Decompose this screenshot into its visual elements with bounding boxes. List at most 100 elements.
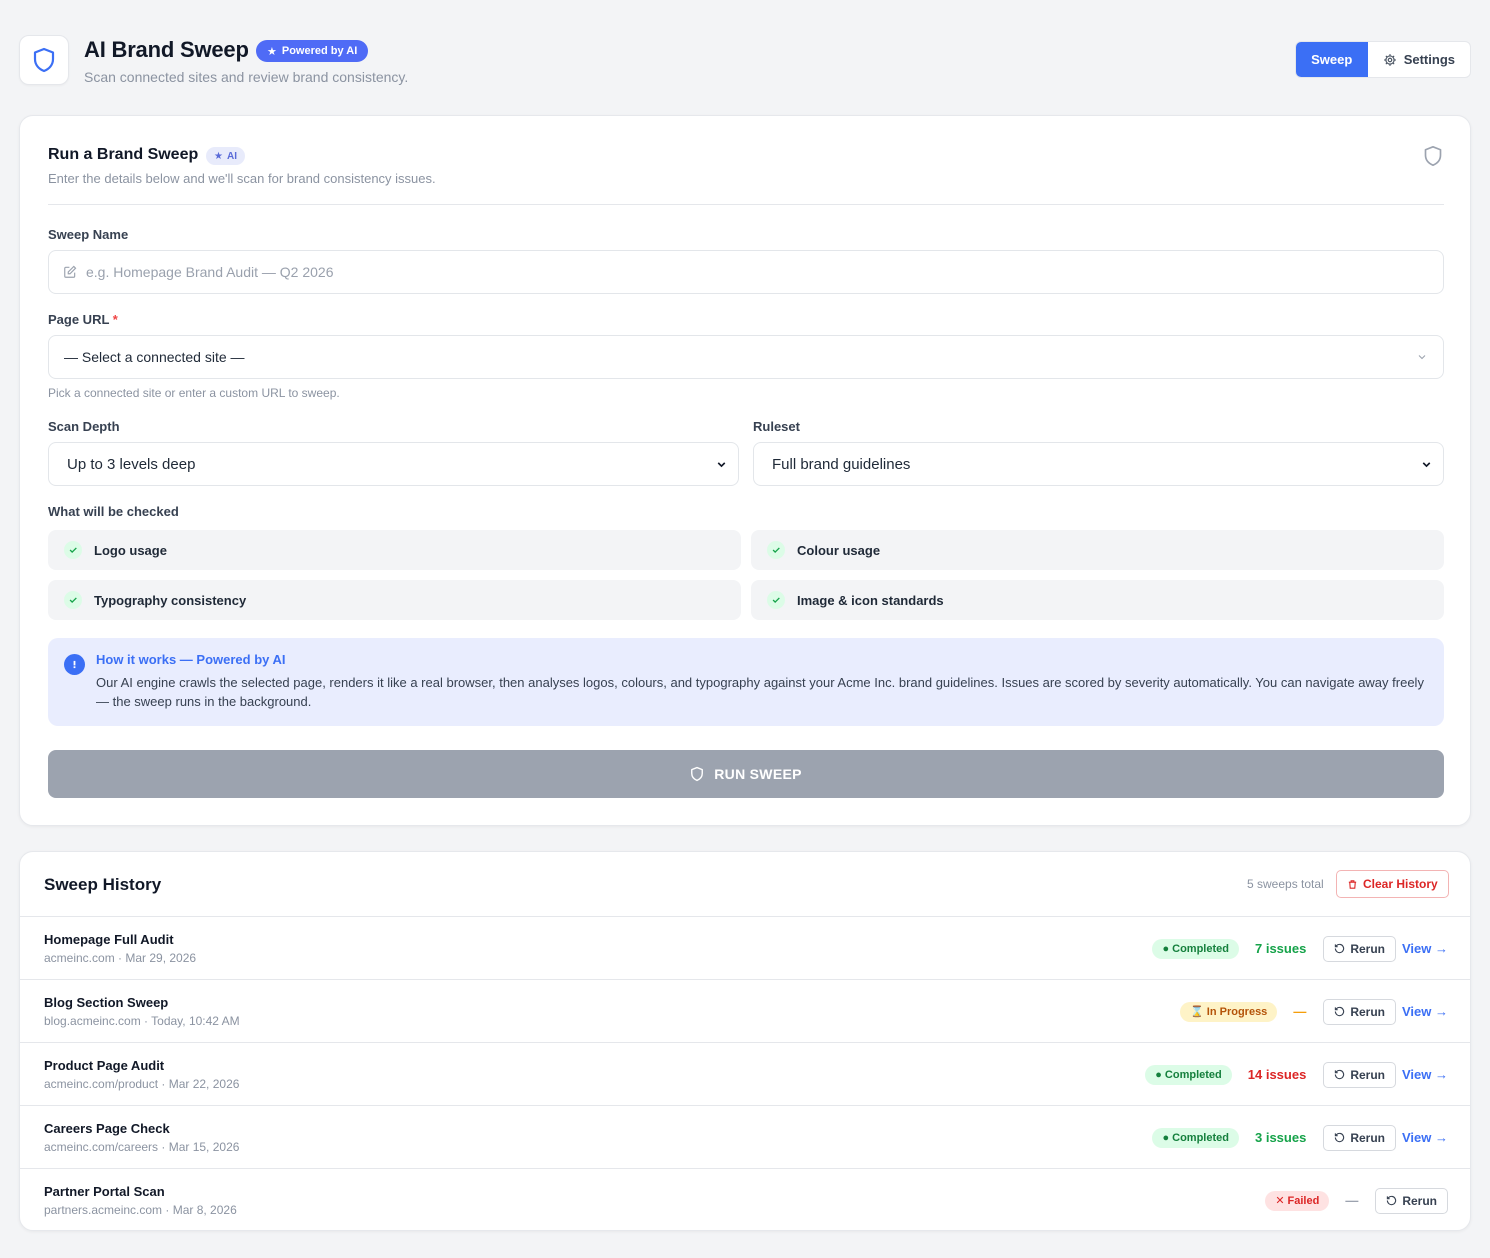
refresh-icon — [1334, 1132, 1345, 1143]
view-tabs: Sweep Settings — [1294, 41, 1471, 78]
tab-settings[interactable]: Settings — [1368, 42, 1470, 77]
ai-badge: ★ AI — [206, 147, 245, 165]
issue-count: — — [1345, 1193, 1359, 1208]
view-link[interactable]: View → — [1401, 1130, 1448, 1145]
status-label: Completed — [1164, 1068, 1222, 1081]
x-icon: ✕ — [1275, 1195, 1285, 1207]
status-badge: ● Completed — [1152, 1127, 1239, 1148]
star-icon: ★ — [267, 45, 277, 58]
view-link[interactable]: View → — [1401, 1004, 1448, 1019]
issue-count: 7 issues — [1254, 941, 1307, 956]
info-title: How it works — Powered by AI — [96, 652, 286, 667]
tab-sweep[interactable]: Sweep — [1295, 42, 1368, 77]
check-item-logo-usage: Logo usage — [48, 530, 741, 570]
check-item-image-icon-standards: Image & icon standards — [751, 580, 1444, 620]
history-total: 5 sweeps total — [1247, 877, 1324, 891]
check-item-label: Image & icon standards — [797, 592, 944, 608]
rerun-label: Rerun — [1350, 1004, 1385, 1019]
rerun-label: Rerun — [1350, 1067, 1385, 1082]
status-label: Failed — [1287, 1194, 1320, 1207]
app-logo — [19, 35, 69, 85]
sweep-name: Product Page Audit — [44, 1058, 165, 1073]
sweep-meta: blog.acmeinc.com · Today, 10:42 AM — [44, 1014, 240, 1028]
scan-depth-selected: Up to 3 levels deep — [67, 455, 196, 473]
history-row: Homepage Full Audit acmeinc.com · Mar 29… — [20, 916, 1470, 979]
shield-icon — [690, 766, 704, 782]
status-label: In Progress — [1206, 1005, 1268, 1018]
sweep-name-label: Sweep Name — [48, 227, 129, 242]
app-subtitle: Scan connected sites and review brand co… — [84, 69, 409, 85]
dot-icon: ● — [1162, 942, 1170, 955]
clear-history-label: Clear History — [1363, 877, 1438, 891]
rerun-label: Rerun — [1350, 941, 1385, 956]
sweep-name: Homepage Full Audit — [44, 932, 174, 947]
sweep-name: Blog Section Sweep — [44, 995, 169, 1010]
sweep-meta: partners.acmeinc.com · Mar 8, 2026 — [44, 1203, 237, 1217]
check-item-label: Colour usage — [797, 542, 881, 558]
check-icon — [64, 541, 82, 559]
page-header: AI Brand Sweep ★ Powered by AI Scan conn… — [19, 35, 1471, 87]
status-badge: ● Completed — [1152, 938, 1239, 959]
rerun-button[interactable]: Rerun — [1323, 998, 1396, 1025]
issue-count: — — [1293, 1004, 1307, 1019]
ruleset-select[interactable]: Full brand guidelines — [753, 442, 1444, 486]
dot-icon: ● — [1162, 1131, 1170, 1144]
issue-count: 14 issues — [1247, 1067, 1307, 1082]
page-url-label-text: Page URL — [48, 312, 110, 327]
brand-sweep-form-card: Run a Brand Sweep ★ AI Enter the details… — [19, 115, 1471, 826]
form-title: Run a Brand Sweep — [48, 146, 199, 163]
star-icon: ★ — [214, 150, 223, 162]
status-label: Completed — [1172, 942, 1229, 955]
scan-depth-select[interactable]: Up to 3 levels deep — [48, 442, 739, 486]
history-row: Blog Section Sweep blog.acmeinc.com · To… — [20, 979, 1470, 1042]
rerun-button[interactable]: Rerun — [1375, 1187, 1448, 1214]
ruleset-label: Ruleset — [753, 419, 800, 434]
tab-sweep-label: Sweep — [1311, 52, 1353, 67]
dot-icon: ● — [1155, 1068, 1162, 1081]
check-item-typography: Typography consistency — [48, 580, 741, 620]
history-title: Sweep History — [44, 875, 162, 894]
powered-by-ai-label: Powered by AI — [281, 45, 358, 57]
check-icon — [767, 541, 785, 559]
scan-depth-label: Scan Depth — [48, 419, 120, 434]
status-label: Completed — [1172, 1131, 1229, 1144]
sweep-name-input[interactable]: e.g. Homepage Brand Audit — Q2 2026 — [48, 250, 1444, 294]
page-url-selected: — Select a connected site — — [64, 349, 245, 365]
form-description: Enter the details below and we'll scan f… — [48, 171, 436, 186]
view-link[interactable]: View → — [1401, 941, 1448, 956]
view-link[interactable]: View → — [1401, 1067, 1448, 1082]
history-row: Partner Portal Scan partners.acmeinc.com… — [20, 1168, 1470, 1230]
rerun-button[interactable]: Rerun — [1323, 1061, 1396, 1088]
chevron-down-icon — [715, 458, 728, 471]
sweep-name-placeholder: e.g. Homepage Brand Audit — Q2 2026 — [86, 264, 334, 280]
rerun-label: Rerun — [1402, 1193, 1437, 1208]
info-body: Our AI engine crawls the selected page, … — [96, 675, 1424, 709]
clear-history-button[interactable]: Clear History — [1336, 870, 1449, 898]
page-url-select[interactable]: — Select a connected site — — [48, 335, 1444, 379]
rerun-button[interactable]: Rerun — [1323, 935, 1396, 962]
pencil-icon — [63, 265, 77, 279]
check-item-label: Typography consistency — [94, 592, 247, 608]
shield-icon — [32, 47, 56, 73]
sweep-meta: acmeinc.com/careers · Mar 15, 2026 — [44, 1140, 240, 1154]
page-url-label: Page URL * — [48, 312, 118, 327]
gear-icon — [1383, 53, 1397, 67]
check-item-colour-usage: Colour usage — [751, 530, 1444, 570]
sweep-name: Careers Page Check — [44, 1121, 170, 1136]
chevron-down-icon — [1416, 351, 1428, 363]
required-mark: * — [112, 312, 118, 327]
run-sweep-button[interactable]: RUN SWEEP — [48, 750, 1444, 798]
rerun-button[interactable]: Rerun — [1323, 1124, 1396, 1151]
refresh-icon — [1334, 1069, 1345, 1080]
history-row: Careers Page Check acmeinc.com/careers ·… — [20, 1105, 1470, 1168]
rerun-label: Rerun — [1350, 1130, 1385, 1145]
tab-settings-label: Settings — [1403, 52, 1455, 67]
sweep-meta: acmeinc.com/product · Mar 22, 2026 — [44, 1077, 240, 1091]
refresh-icon — [1334, 1006, 1345, 1017]
ruleset-selected: Full brand guidelines — [772, 455, 911, 473]
shield-icon — [1423, 145, 1443, 167]
check-icon — [64, 591, 82, 609]
history-row: Product Page Audit acmeinc.com/product ·… — [20, 1042, 1470, 1105]
check-icon — [767, 591, 785, 609]
sweep-meta: acmeinc.com · Mar 29, 2026 — [44, 951, 197, 965]
